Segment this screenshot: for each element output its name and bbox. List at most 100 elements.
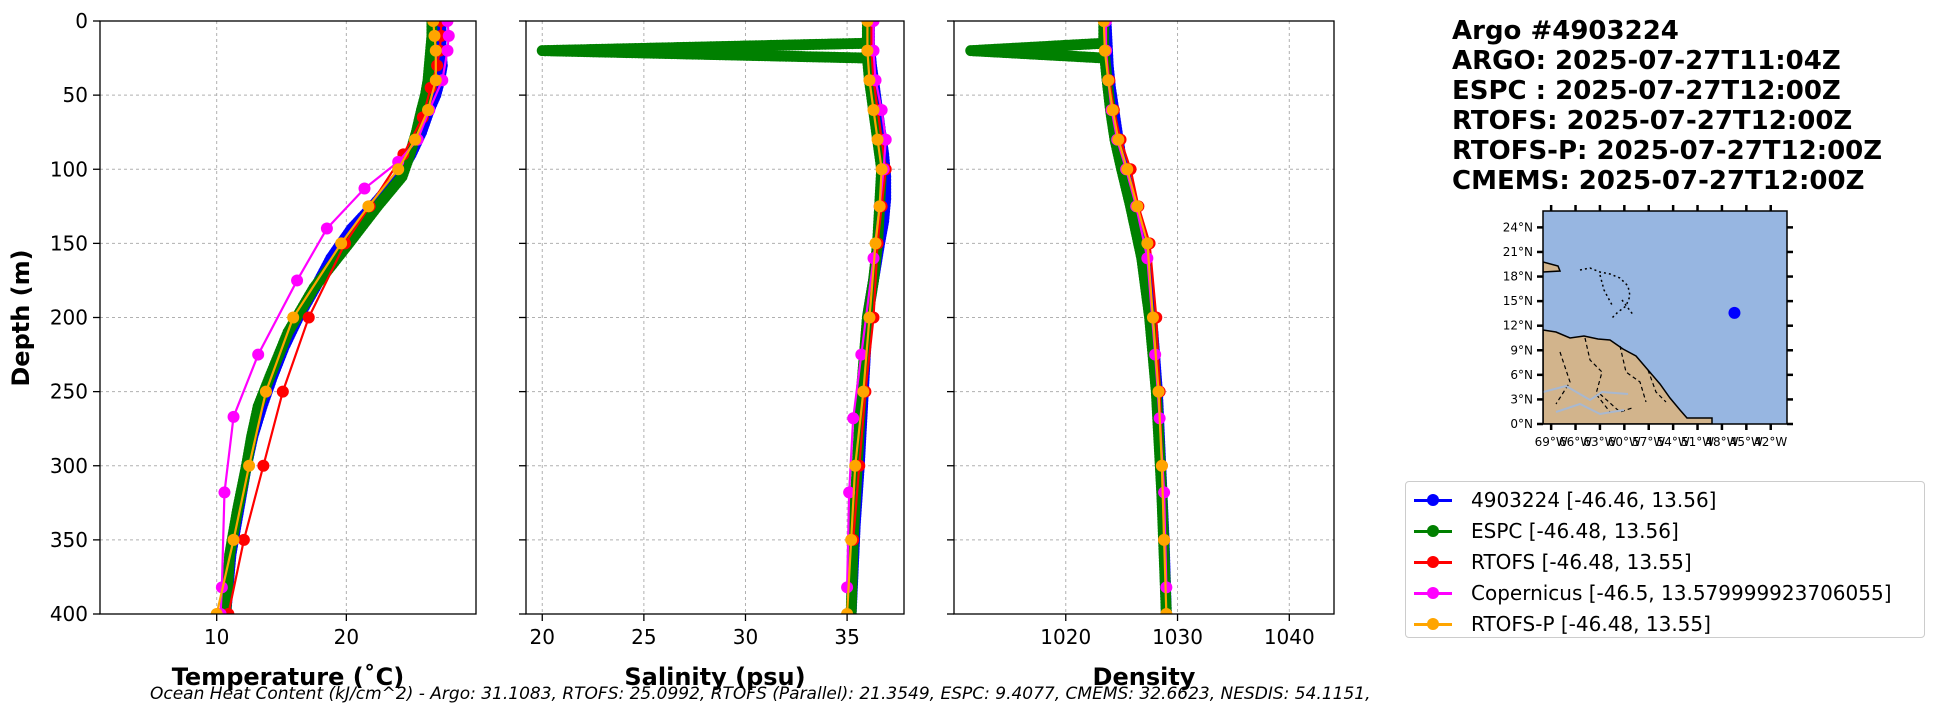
data-point: [1158, 533, 1171, 546]
y-tick-label: 350: [50, 528, 88, 552]
inset-map: 0°N 3°N 6°N 9°N 12°N 15°N 18°N 21°N 24°N 69°W66°W…: [1503, 205, 1793, 449]
data-point: [855, 348, 868, 361]
map-lon-label: 66°W: [1559, 435, 1592, 449]
data-point: [843, 486, 856, 499]
data-point: [287, 311, 300, 324]
data-point: [422, 103, 435, 116]
y-tick-label: 100: [50, 157, 88, 181]
legend-marker: [1427, 555, 1439, 568]
y-tick-label: 50: [63, 83, 88, 107]
map-lat-label: 3°N: [1510, 392, 1533, 406]
data-point: [1131, 200, 1144, 213]
data-point: [210, 608, 223, 614]
data-point: [861, 21, 874, 27]
y-tick-label: 300: [50, 454, 88, 478]
map-lon-label: 51°W: [1681, 435, 1714, 449]
data-point: [863, 311, 876, 324]
y-tick-label: 400: [50, 602, 88, 626]
legend-item: RTOFS [-46.48, 13.55]: [1414, 547, 1692, 577]
data-point: [257, 459, 270, 472]
x-tick-label: 1020: [1040, 625, 1091, 649]
legend-marker: [1427, 586, 1439, 599]
data-point: [358, 182, 371, 195]
data-point: [861, 44, 874, 57]
legend-label: Copernicus [-46.5, 13.579999923706055]: [1471, 581, 1892, 605]
x-tick-label: 1030: [1152, 625, 1203, 649]
data-point: [841, 608, 854, 614]
data-point: [227, 410, 240, 423]
map-coastline-dots: [1579, 267, 1635, 319]
title-line: RTOFS: 2025-07-27T12:00Z: [1452, 106, 1853, 136]
series-group: [210, 21, 455, 614]
map-lat-label: 18°N: [1503, 270, 1533, 284]
data-point: [302, 311, 315, 324]
y-tick-label: 0: [75, 9, 88, 33]
x-tick-label: 10: [204, 625, 229, 649]
map-lat-label: 15°N: [1503, 294, 1533, 308]
legend-item: 4903224 [-46.46, 13.56]: [1414, 485, 1716, 515]
data-point: [1097, 21, 1110, 27]
map-lat-label: 12°N: [1503, 319, 1533, 333]
data-point: [1160, 608, 1173, 614]
data-point: [218, 486, 231, 499]
depth-axis-label: Depth (m): [7, 249, 35, 386]
legend-line-swatch: [1414, 617, 1452, 630]
x-tick-label: 20: [530, 625, 555, 649]
title-line: ARGO: 2025-07-27T11:04Z: [1452, 46, 1841, 76]
title-line: RTOFS-P: 2025-07-27T12:00Z: [1452, 136, 1883, 166]
data-point: [1152, 385, 1165, 398]
legend-marker: [1427, 524, 1439, 537]
density-panel: 1020 1030 1040 Density: [947, 20, 1335, 691]
title-line: CMEMS: 2025-07-27T12:00Z: [1452, 166, 1865, 196]
x-axis-label: Density: [1093, 663, 1196, 691]
data-point: [427, 21, 440, 27]
data-point: [320, 222, 333, 235]
data-point: [849, 459, 862, 472]
data-point: [227, 533, 240, 546]
title-line: ESPC : 2025-07-27T12:00Z: [1452, 76, 1841, 106]
data-point: [237, 533, 250, 546]
x-axis-label: Salinity (psu): [624, 663, 805, 691]
y-tick-label: 200: [50, 306, 88, 330]
map-land-caribbean: [1543, 261, 1562, 273]
map-lon-label: 57°W: [1632, 435, 1665, 449]
map-lon-label: 54°W: [1657, 435, 1690, 449]
legend-line-swatch: [1414, 555, 1452, 568]
x-tick-label: 35: [834, 625, 859, 649]
map-frame: [1542, 210, 1788, 425]
x-tick-label: 30: [733, 625, 758, 649]
data-point: [869, 237, 882, 250]
map-lat-label: 6°N: [1510, 368, 1533, 382]
x-tick-label: 20: [334, 625, 359, 649]
data-point: [857, 385, 870, 398]
data-point: [871, 133, 884, 146]
map-lat-label: 0°N: [1510, 417, 1533, 431]
x-axis-label: Temperature (˚C): [172, 663, 405, 691]
data-point: [428, 29, 441, 42]
data-point: [291, 274, 304, 287]
data-point: [867, 103, 880, 116]
data-point: [841, 581, 854, 594]
map-rivers: [1543, 384, 1629, 416]
legend-item: Copernicus [-46.5, 13.579999923706055]: [1414, 578, 1892, 608]
legend-marker: [1427, 493, 1439, 506]
data-point: [1141, 237, 1154, 250]
map-lon-label: 45°W: [1730, 435, 1763, 449]
data-point: [1146, 311, 1159, 324]
data-point: [1141, 252, 1154, 265]
map-lon-label: 42°W: [1754, 435, 1787, 449]
legend-label: 4903224 [-46.46, 13.56]: [1471, 488, 1717, 512]
data-point: [1112, 133, 1125, 146]
map-ticks: 0°N 3°N 6°N 9°N 12°N 15°N 18°N 21°N 24°N 69°W66°W…: [1503, 205, 1793, 449]
data-point: [441, 21, 454, 27]
map-borders: [1555, 337, 1667, 413]
data-point: [259, 385, 272, 398]
legend-marker: [1427, 617, 1439, 630]
data-point: [1158, 486, 1171, 499]
salinity-panel: 20 25 30 35 Salinity (psu): [519, 20, 905, 691]
legend-line-swatch: [1414, 493, 1452, 506]
data-point: [392, 163, 405, 176]
data-point: [429, 74, 442, 87]
map-lat-label: 9°N: [1510, 343, 1533, 357]
